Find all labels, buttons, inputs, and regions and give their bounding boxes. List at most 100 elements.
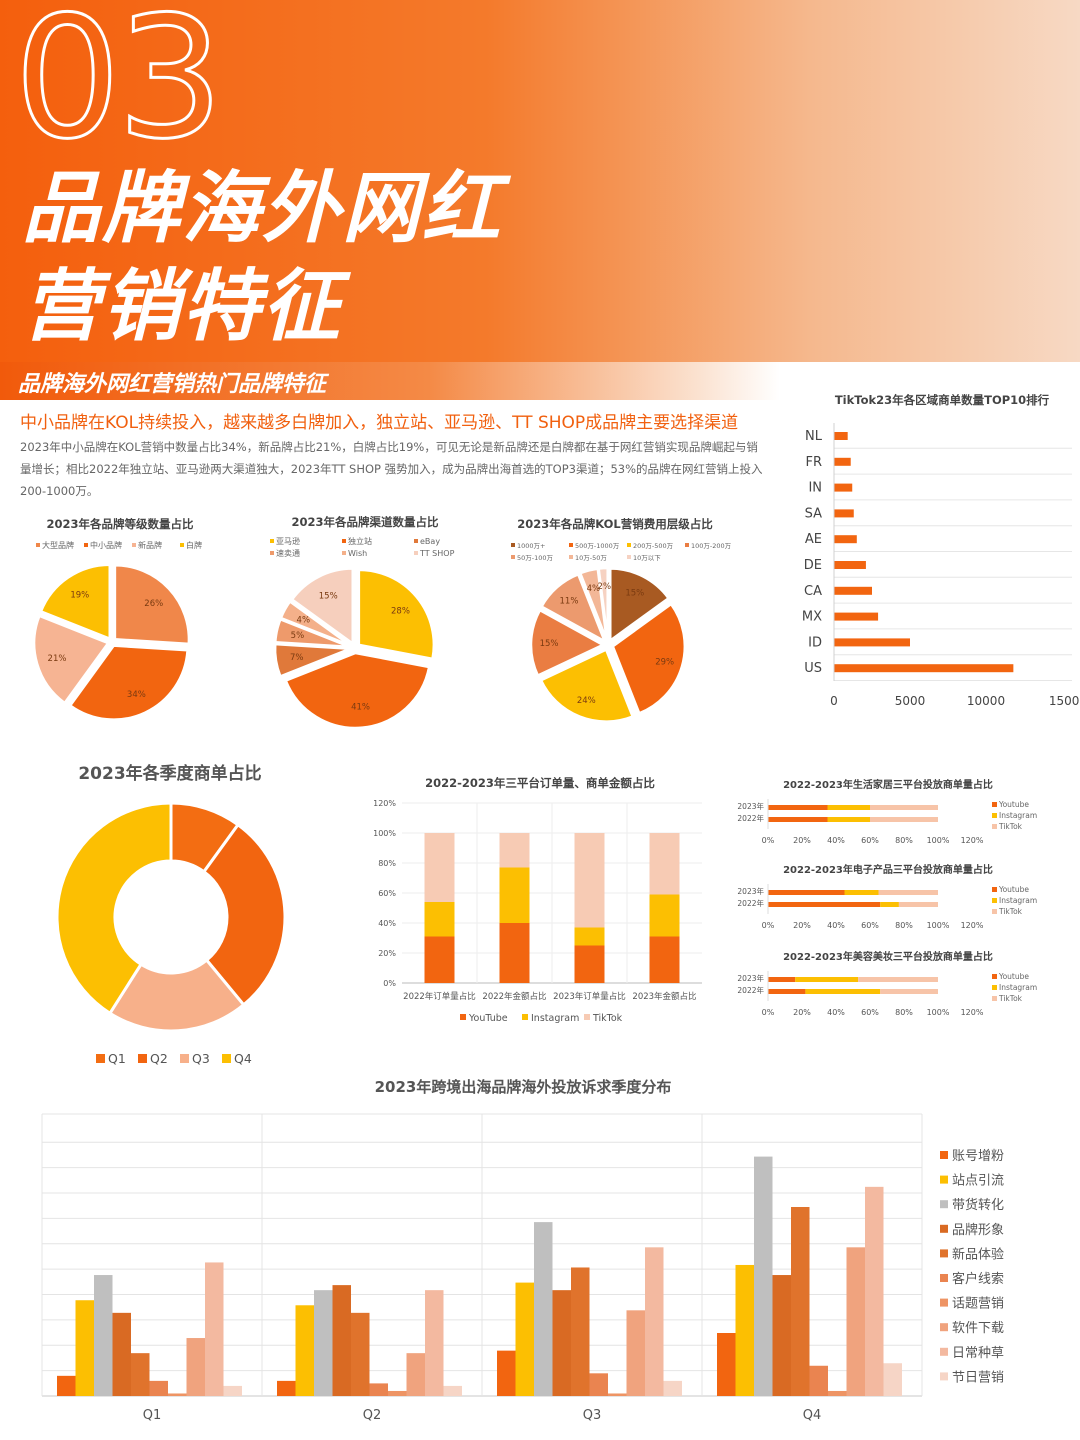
pie-data-label: 21% [48, 654, 67, 664]
category-label: AE [805, 532, 822, 547]
category-label: SA [805, 506, 822, 521]
bar [834, 561, 866, 569]
bar [406, 1353, 425, 1396]
hero-title-line1: 品牌海外网红 [22, 164, 503, 254]
legend-label: 软件下载 [952, 1321, 1004, 1336]
legend-label: Youtube [998, 800, 1029, 809]
chart-title: 2023年各品牌渠道数量占比 [291, 515, 439, 529]
pie-slice [284, 651, 431, 730]
legend-swatch [940, 1200, 948, 1209]
bar [223, 1385, 242, 1396]
tick-label: 0% [762, 1008, 775, 1017]
legend-swatch [992, 996, 997, 1001]
legend-label: 速卖通 [276, 548, 300, 558]
bar [846, 1247, 865, 1396]
bar [834, 664, 1014, 673]
legend-swatch [584, 1014, 590, 1020]
chart-tiktok-regions: TikTok23年各区域商单数量TOP10排行 NL FR IN SA AE DE CA MX I… [802, 393, 1080, 708]
pie-slice [39, 563, 112, 641]
stacked-bar-segment [768, 902, 881, 907]
tick-label: 40% [827, 1008, 845, 1017]
pie-slice [539, 572, 608, 645]
stacked-bar-segment [574, 833, 605, 928]
legend-label: 日常种草 [952, 1346, 1004, 1361]
pie-slice [68, 644, 189, 721]
bar [834, 586, 872, 595]
legend-swatch [992, 985, 997, 990]
legend-swatch [685, 543, 689, 547]
pie-slice [597, 566, 609, 641]
legend-label: 带货转化 [952, 1197, 1004, 1213]
legend-label: 200万-500万 [633, 542, 674, 550]
bar [149, 1380, 168, 1396]
donut-segment [201, 822, 287, 1007]
bar [94, 1275, 113, 1396]
tick-label: 100% [373, 829, 396, 838]
legend-swatch [940, 1274, 948, 1282]
tick-label: 80% [895, 1008, 913, 1017]
tick-label: 0% [762, 836, 775, 845]
category-label: 2023年 [737, 973, 764, 983]
bar [834, 457, 851, 466]
bar [552, 1290, 571, 1396]
category-label: DE [804, 558, 822, 573]
pie-slice [611, 602, 686, 715]
pie-data-label: 15% [625, 588, 644, 598]
legend-swatch [627, 543, 631, 547]
stacked-bar-segment [795, 977, 859, 982]
chart-life-home: 2022-2023年生活家居三平台投放商单量占比 2023年 2022年 0% 20% 4… [737, 778, 1037, 845]
stacked-bar-segment [805, 989, 881, 994]
legend-swatch [940, 1224, 948, 1233]
tick-label: 80% [895, 921, 913, 930]
tick-label: 40% [827, 921, 845, 930]
tick-label: 15000 [1049, 694, 1080, 708]
legend-swatch [460, 1014, 466, 1020]
stacked-bar-segment [827, 805, 870, 810]
bar [205, 1262, 224, 1396]
legend-label: Q1 [108, 1051, 126, 1066]
legend-swatch [270, 551, 274, 555]
pie-data-label: 26% [144, 599, 163, 609]
category-label: 2022年 [737, 898, 764, 908]
legend-swatch [992, 974, 997, 979]
legend-swatch [940, 1323, 948, 1332]
legend-swatch [940, 1298, 948, 1307]
legend-label: 品牌形象 [952, 1222, 1004, 1238]
stacked-bar-segment [880, 989, 938, 994]
category-label: 2023年 [737, 886, 764, 896]
pie-data-label: 29% [655, 657, 674, 667]
chart-title: 2022-2023年美容美妆三平台投放商单量占比 [783, 950, 993, 963]
tick-label: 10000 [967, 694, 1005, 708]
pie-slice [273, 617, 351, 649]
legend-label: 亚马逊 [276, 536, 300, 546]
stacked-bar-segment [424, 902, 455, 937]
tick-label: 0% [383, 979, 396, 988]
bar [277, 1380, 296, 1396]
bar [663, 1380, 682, 1396]
bar [534, 1222, 553, 1396]
legend-label: 大型品牌 [42, 540, 74, 550]
legend-label: 节日营销 [952, 1370, 1004, 1385]
tick-label: 60% [861, 836, 879, 845]
pie-data-label: 4% [297, 616, 311, 626]
stacked-bar-segment [499, 833, 530, 868]
bar [112, 1312, 131, 1396]
legend-swatch [992, 887, 997, 892]
intro-headline: 中小品牌在KOL持续投入，越来越多白牌加入，独立站、亚马逊、TT SHOP成品牌… [20, 413, 739, 433]
legend-label: eBay [420, 537, 440, 546]
tick-label: 120% [961, 1008, 984, 1017]
legend-label: 独立站 [348, 536, 372, 546]
pie-data-label: 19% [70, 591, 89, 601]
bar [388, 1390, 407, 1396]
chart-beauty: 2022-2023年美容美妆三平台投放商单量占比 2023年 2022年 0% 20% 4… [737, 950, 1037, 1017]
bar [186, 1338, 205, 1396]
legend-swatch [96, 1054, 105, 1063]
legend-label: Youtube [998, 972, 1029, 981]
legend-label: 10万-50万 [575, 554, 607, 562]
legend-label: 新品牌 [138, 540, 162, 550]
chart-title: 2023年各季度商单占比 [78, 763, 261, 784]
category-label: 2023年金额占比 [632, 991, 696, 1002]
pie-data-label: 4% [587, 584, 601, 594]
legend-label: Instagram [999, 811, 1037, 820]
bar [168, 1393, 187, 1396]
